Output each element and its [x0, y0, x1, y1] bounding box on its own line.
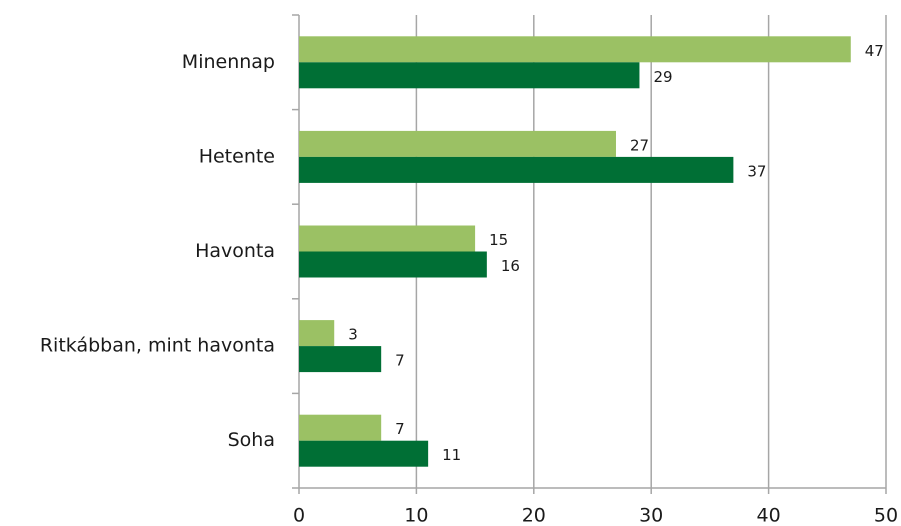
x-tick-label: 0 [293, 505, 305, 526]
bar [299, 36, 851, 63]
bar [299, 130, 616, 157]
value-label: 3 [348, 326, 358, 344]
y-tick-label: Soha [228, 429, 275, 451]
x-tick-label: 30 [639, 505, 663, 526]
bar [299, 440, 429, 467]
bar [299, 62, 640, 89]
y-tick-label: Ritkábban, mint havonta [40, 335, 275, 357]
value-label: 27 [630, 136, 649, 154]
bar [299, 346, 382, 373]
x-tick-label: 40 [757, 505, 781, 526]
bar [299, 225, 476, 252]
bar [299, 414, 382, 441]
value-label: 15 [489, 231, 508, 249]
x-tick-label: 50 [874, 505, 898, 526]
y-tick-label: Hetente [199, 145, 275, 167]
value-label: 29 [653, 68, 672, 86]
y-tick-label: Minennap [182, 51, 275, 73]
value-label: 7 [395, 352, 405, 370]
value-label: 47 [865, 42, 884, 60]
bar [299, 251, 487, 278]
value-label: 16 [501, 257, 520, 275]
bar [299, 320, 335, 347]
x-tick-label: 10 [404, 505, 428, 526]
value-label: 11 [442, 446, 461, 464]
y-tick-label: Havonta [195, 240, 275, 262]
value-label: 7 [395, 420, 405, 438]
x-tick-label: 20 [522, 505, 546, 526]
value-label: 37 [747, 162, 766, 180]
bar [299, 156, 734, 183]
